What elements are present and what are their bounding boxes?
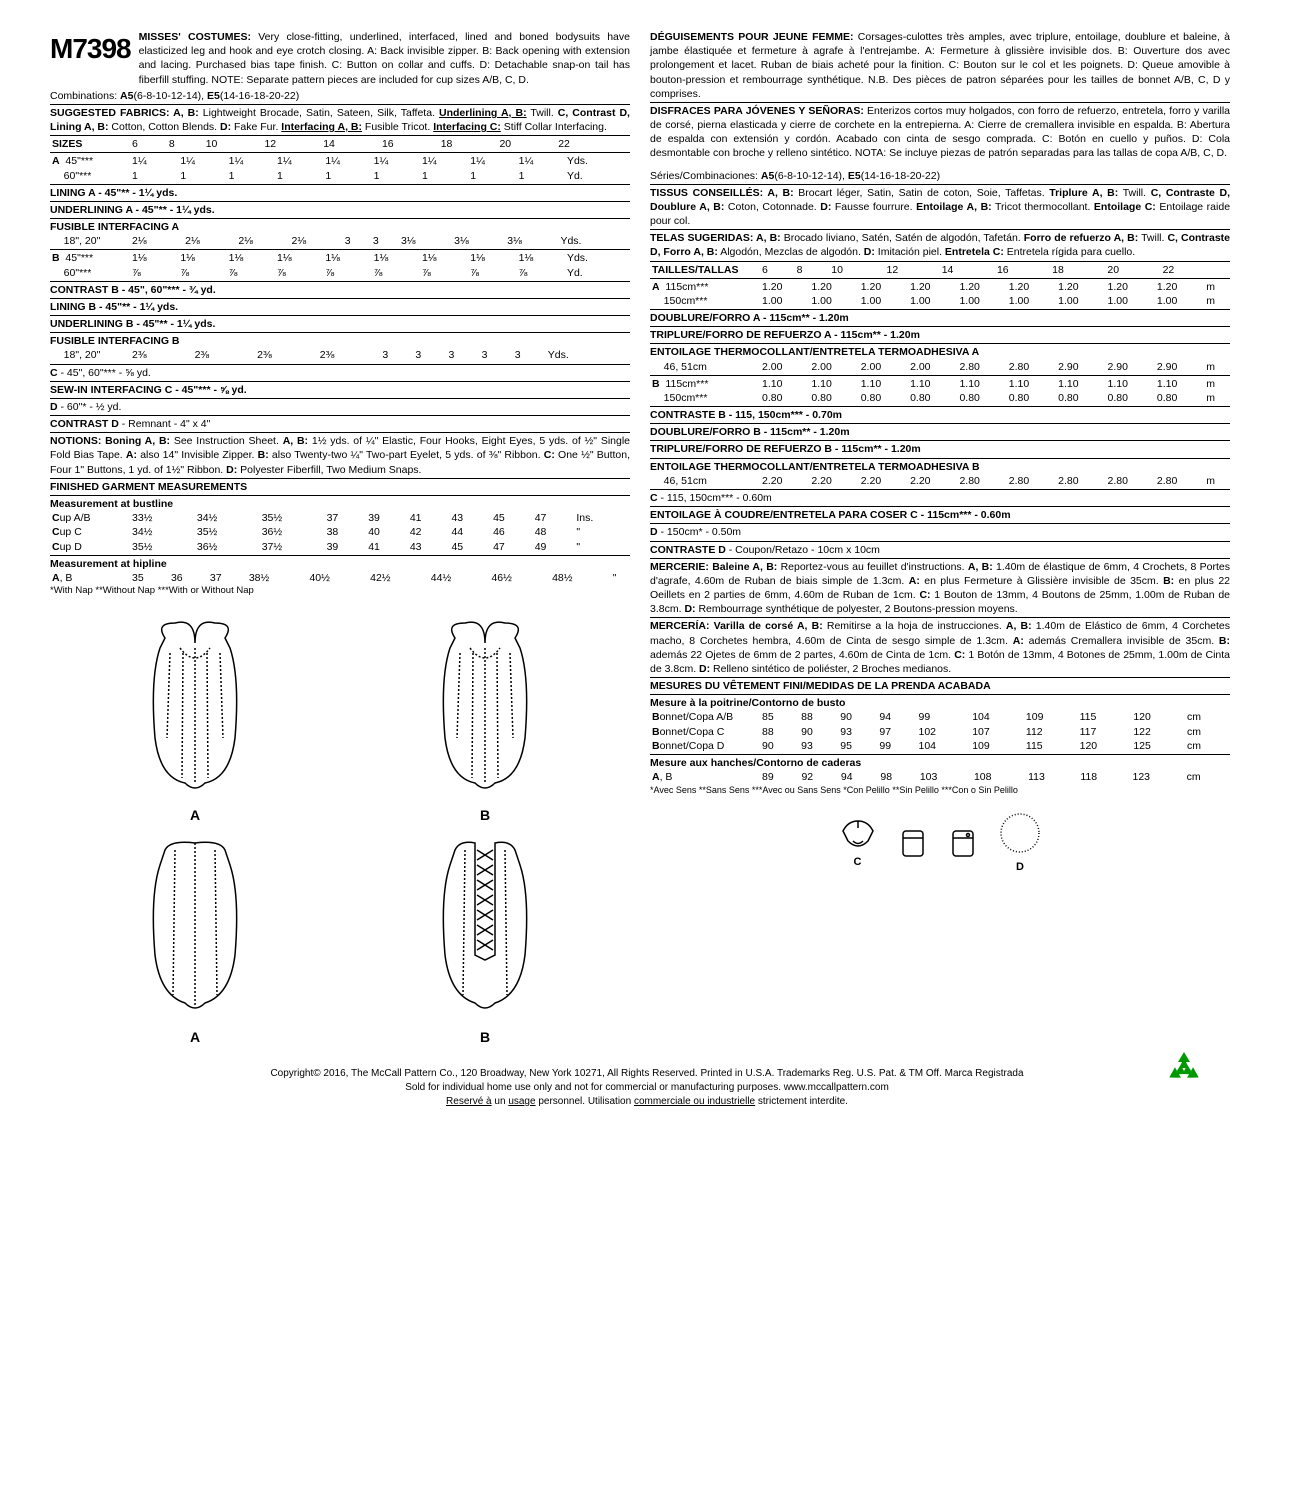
tissus: TISSUS CONSEILLÉS: A, B: Brocart léger, … xyxy=(650,186,1230,229)
fr-hip-label: Mesure aux hanches/Contorno de caderas xyxy=(650,756,1230,770)
size-table-en: SIZES6810121416182022 xyxy=(50,137,630,151)
doublure-a: DOUBLURE/FORRO A - 115cm** - 1.20m xyxy=(650,311,1230,325)
footer: Copyright© 2016, The McCall Pattern Co.,… xyxy=(50,1067,1244,1109)
fusible-b: FUSIBLE INTERFACING B xyxy=(50,334,630,348)
front-a-icon xyxy=(135,618,255,798)
underlining-b: UNDERLINING B - 45"** - 1¼ yds. xyxy=(50,317,630,331)
series: Séries/Combinaciones: A5(6-8-10-12-14), … xyxy=(650,169,1230,183)
fr-description: DÉGUISEMENTS POUR JEUNE FEMME: Corsages-… xyxy=(650,30,1230,101)
fr-nap-note: *Avec Sens **Sans Sens ***Avec ou Sans S… xyxy=(650,784,1230,796)
c-line: C - 45", 60"*** - ⅝ yd. xyxy=(50,366,630,380)
contrast-b: CONTRAST B - 45", 60"*** - ¾ yd. xyxy=(50,283,630,297)
sew-in-c: SEW-IN INTERFACING C - 45"*** - ⅝ yd. xyxy=(50,383,630,397)
bust-label: Measurement at bustline xyxy=(50,497,630,511)
front-b-icon xyxy=(425,618,545,798)
fr-bust-label: Mesure à la poitrine/Contorno de busto xyxy=(650,696,1230,710)
fr-contrast-b: CONTRASTE B - 115, 150cm*** - 0.70m xyxy=(650,408,1230,422)
fgm: FINISHED GARMENT MEASUREMENTS xyxy=(50,480,630,494)
nap-note: *With Nap **Without Nap ***With or Witho… xyxy=(50,585,630,598)
fr-c-line: C - 115, 150cm*** - 0.60m xyxy=(650,491,1230,505)
thermo-a: ENTOILAGE THERMOCOLLANT/ENTRETELA TERMOA… xyxy=(650,345,1230,359)
telas: TELAS SUGERIDAS: A, B: Brocado liviano, … xyxy=(650,231,1230,259)
contrast-d: CONTRAST D - Remnant - 4" x 4" xyxy=(50,417,630,431)
mercerie: MERCERIE: Baleine A, B: Reportez-vous au… xyxy=(650,560,1230,617)
fr-triplure-b: TRIPLURE/FORRO DE REFUERZO B - 115cm** -… xyxy=(650,442,1230,456)
small-icons: C D xyxy=(650,811,1230,875)
cuff1-icon xyxy=(898,826,928,861)
cuff2-icon xyxy=(948,826,978,861)
fr-thermo-b: ENTOILAGE THERMOCOLLANT/ENTRETELA TERMOA… xyxy=(650,460,1230,474)
hip-label: Measurement at hipline xyxy=(50,557,630,571)
lining-a: LINING A - 45"** - 1¼ yds. xyxy=(50,186,630,200)
collar-icon xyxy=(838,816,878,851)
mesures: MESURES DU VÊTEMENT FINI/MEDIDAS DE LA P… xyxy=(650,679,1230,693)
d-line: D - 60"* - ½ yd. xyxy=(50,400,630,414)
notions: NOTIONS: Boning A, B: See Instruction Sh… xyxy=(50,434,630,477)
underlining-a: UNDERLINING A - 45"** - 1¼ yds. xyxy=(50,203,630,217)
fr-doublure-b: DOUBLURE/FORRO B - 115cm** - 1.20m xyxy=(650,425,1230,439)
back-a-icon xyxy=(135,835,255,1020)
back-b-icon xyxy=(425,835,545,1020)
fr-sew-in: ENTOILAGE À COUDRE/ENTRETELA PARA COSER … xyxy=(650,508,1230,522)
fusible-a: FUSIBLE INTERFACING A xyxy=(50,220,630,234)
suggested-fabrics: SUGGESTED FABRICS: A, B: Lightweight Bro… xyxy=(50,106,630,134)
merceria: MERCERÍA: Varilla de corsé A, B: Remitir… xyxy=(650,619,1230,676)
pattern-number: M7398 xyxy=(50,30,131,68)
tail-icon xyxy=(998,811,1043,856)
en-description: MISSES' COSTUMES: Very close-fitting, un… xyxy=(139,30,630,87)
combinations: Combinations: A5(6-8-10-12-14), E5(14-16… xyxy=(50,89,630,103)
lining-b: LINING B - 45"** - 1¼ yds. xyxy=(50,300,630,314)
triplure-a: TRIPLURE/FORRO DE REFUERZO A - 115cm** -… xyxy=(650,328,1230,342)
fr-contrast-d: CONTRASTE D - Coupon/Retazo - 10cm x 10c… xyxy=(650,543,1230,557)
illustrations: A B A xyxy=(50,618,630,1047)
recycle-icon xyxy=(1164,1049,1204,1089)
es-description: DISFRACES PARA JÓVENES Y SEÑORAS: Enteri… xyxy=(650,104,1230,161)
fr-d-line: D - 150cm* - 0.50m xyxy=(650,525,1230,539)
